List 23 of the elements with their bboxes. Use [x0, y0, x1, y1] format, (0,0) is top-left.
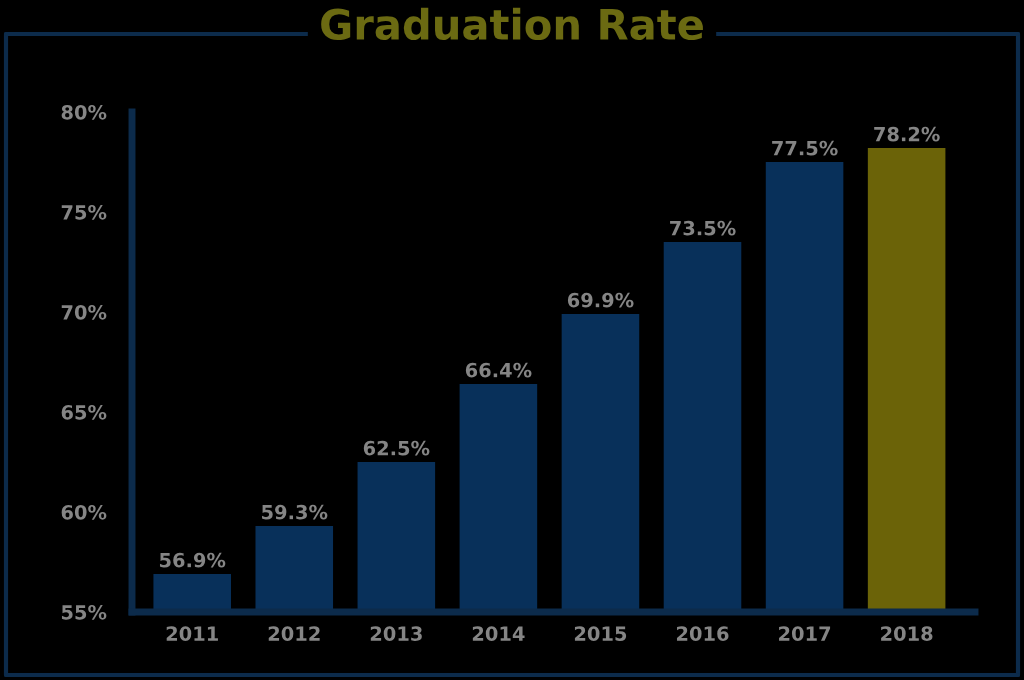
data-label: 62.5%: [363, 440, 430, 456]
y-tick-label: 75%: [61, 204, 107, 220]
x-tick-label: 2011: [166, 626, 218, 641]
x-tick-label: 2016: [676, 626, 729, 641]
y-tick-label: 60%: [61, 504, 107, 520]
data-label: 69.9%: [567, 292, 634, 308]
x-tick-label: 2014: [472, 626, 525, 641]
y-tick-label: 55%: [61, 604, 107, 620]
y-tick-label: 70%: [61, 304, 107, 320]
data-label: 56.9%: [159, 552, 226, 568]
chart-title: Graduation Rate: [321, 7, 703, 41]
x-tick-label: 2013: [370, 626, 422, 641]
x-tick-label: 2012: [268, 626, 320, 641]
data-label: 59.3%: [262, 504, 328, 520]
y-tick-label: 65%: [61, 404, 107, 420]
data-label: 73.5%: [670, 220, 736, 236]
x-tick-label: 2015: [574, 626, 627, 641]
x-tick-label: 2017: [779, 626, 831, 641]
data-label: 77.5%: [772, 140, 838, 156]
y-tick-label: 80%: [61, 104, 107, 120]
data-label: 66.4%: [465, 362, 532, 378]
x-tick-label: 2018: [881, 626, 933, 641]
data-label: 78.2%: [874, 126, 940, 142]
